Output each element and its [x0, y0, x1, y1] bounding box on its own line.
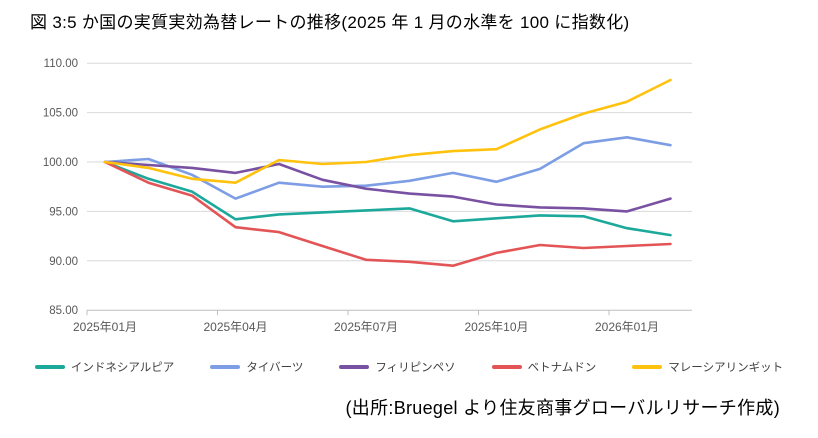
- x-axis-label: 2025年04月: [203, 320, 267, 334]
- legend-item: フィリピンペソ: [339, 359, 456, 375]
- line-chart: 85.00 90.00 95.00 100.00 105.00 110.00 2025年01…: [0, 52, 818, 348]
- legend-line-swatch-icon: [491, 365, 522, 369]
- y-axis-label: 105.00: [43, 108, 78, 120]
- y-axis-label: 110.00: [44, 58, 78, 70]
- legend-label: ベトナムドン: [527, 362, 597, 374]
- legend-label: インドネシアルピア: [70, 362, 175, 374]
- y-axis-label: 85.00: [49, 305, 78, 317]
- chart-title: 図 3:5 か国の実質実効為替レートの推移(2025 年 1 月の水準を 100…: [30, 13, 630, 32]
- chart-legend: インドネシアルピア タイバーツ フィリピンペソ ベトナムドン マレーシアリンギット: [0, 359, 818, 375]
- legend-item: マレーシアリンギット: [632, 359, 783, 375]
- series-line: [103, 160, 672, 213]
- series-line: [103, 78, 672, 184]
- y-axis-label: 100.00: [43, 157, 78, 169]
- legend-line-swatch-icon: [339, 365, 370, 369]
- series-line: [103, 160, 672, 237]
- chart-canvas: 85.00 90.00 95.00 100.00 105.00 110.00 2025年01…: [43, 58, 692, 334]
- legend-label: マレーシアリンギット: [668, 362, 784, 374]
- x-axis-label: 2025年10月: [464, 320, 528, 334]
- legend-item: タイバーツ: [210, 359, 303, 375]
- x-axis-label: 2026年01月: [595, 320, 659, 334]
- legend-line-swatch-icon: [210, 365, 241, 369]
- y-axis-label: 95.00: [49, 206, 78, 218]
- legend-label: フィリピンペソ: [375, 362, 456, 374]
- x-axis-label: 2025年07月: [334, 320, 398, 334]
- legend-item: インドネシアルピア: [34, 359, 175, 375]
- series-line: [103, 160, 672, 267]
- x-axis-label: 2025年01月: [73, 320, 137, 334]
- legend-item: ベトナムドン: [491, 359, 597, 375]
- y-axis-label: 90.00: [49, 256, 78, 268]
- legend-line-swatch-icon: [34, 365, 65, 369]
- legend-line-swatch-icon: [632, 365, 663, 369]
- source-note: (出所:Bruegel より住友商事グローバルリサーチ作成): [345, 398, 780, 418]
- legend-label: タイバーツ: [246, 362, 304, 374]
